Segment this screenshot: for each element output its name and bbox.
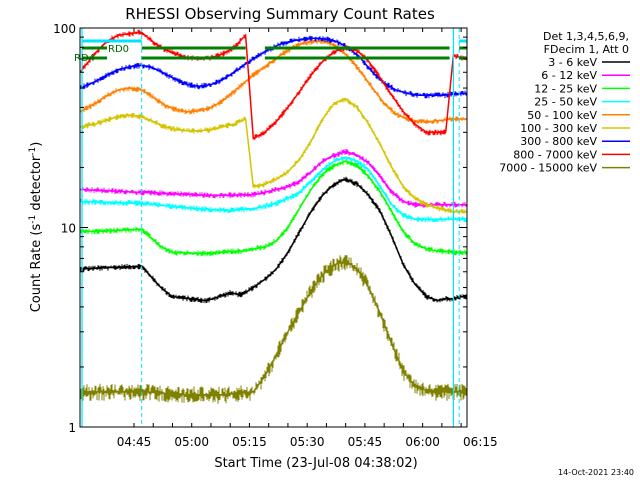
x-axis: 04:45 05:00 05:15 05:30 05:45 06:00 06:15 — [117, 28, 498, 449]
series-line-800-7000keV — [80, 31, 467, 140]
y-tick-label: 1 — [68, 421, 76, 435]
series-100-300keV — [80, 97, 467, 215]
x-tick-label: 06:00 — [405, 435, 440, 449]
rd0-annotation: RD0 — [108, 44, 129, 55]
y-axis-label-exp-2: -1 — [28, 147, 38, 156]
x-tick-label: 06:15 — [463, 435, 498, 449]
rd4-annotation: RD4 — [74, 53, 95, 64]
series-line-300-800keV — [80, 37, 467, 97]
legend: Det 1,3,4,5,6,9, FDecim 1, Att 0 3 - 6 k… — [499, 30, 630, 175]
legend-label: 6 - 12 keV — [541, 69, 597, 82]
x-tick-label: 04:45 — [117, 435, 152, 449]
y-axis-label-part-3: ) — [29, 142, 44, 147]
series-line-25-50keV — [80, 156, 467, 220]
footer-timestamp: 14-Oct-2021 23:40 — [558, 468, 634, 477]
x-tick-label: 05:15 — [232, 435, 267, 449]
y-axis: 1 10 100 — [53, 22, 467, 435]
legend-label: 7000 - 15000 keV — [499, 162, 597, 175]
y-tick-label: 100 — [53, 22, 76, 36]
y-axis-label-part-2: detector — [29, 155, 44, 215]
legend-label: 50 - 100 keV — [527, 109, 597, 122]
legend-label: 12 - 25 keV — [534, 82, 597, 95]
chart-title: RHESSI Observing Summary Count Rates — [125, 5, 435, 23]
legend-label: 300 - 800 keV — [520, 135, 597, 148]
y-axis-label: Count Rate (s-1 detector-1) — [28, 142, 44, 313]
legend-label: 100 - 300 keV — [520, 122, 597, 135]
series-line-7000-15000keV — [80, 260, 467, 396]
x-tick-label: 05:30 — [290, 435, 325, 449]
y-axis-label-part-1: Count Rate (s — [29, 224, 44, 313]
y-tick-label: 10 — [61, 222, 76, 236]
legend-header-line-1: Det 1,3,4,5,6,9, — [543, 30, 629, 43]
series-12-25keV — [80, 159, 467, 257]
y-axis-label-exp-1: -1 — [28, 215, 38, 224]
series-line-100-300keV — [80, 98, 467, 213]
legend-label: 25 - 50 keV — [534, 96, 597, 109]
legend-header-line-2: FDecim 1, Att 0 — [544, 43, 629, 56]
series-line-3-6keV — [80, 178, 467, 302]
series-3-6keV — [80, 176, 467, 304]
series-25-50keV — [80, 156, 467, 223]
series-line-12-25keV — [80, 160, 467, 255]
x-tick-label: 05:45 — [348, 435, 383, 449]
legend-label: 3 - 6 keV — [548, 56, 597, 69]
series-7000-15000keV — [80, 255, 467, 404]
x-axis-label: Start Time (23-Jul-08 04:38:02) — [214, 456, 417, 471]
series-layer — [80, 29, 467, 404]
x-tick-label: 05:00 — [174, 435, 209, 449]
legend-label: 800 - 7000 keV — [513, 148, 597, 161]
